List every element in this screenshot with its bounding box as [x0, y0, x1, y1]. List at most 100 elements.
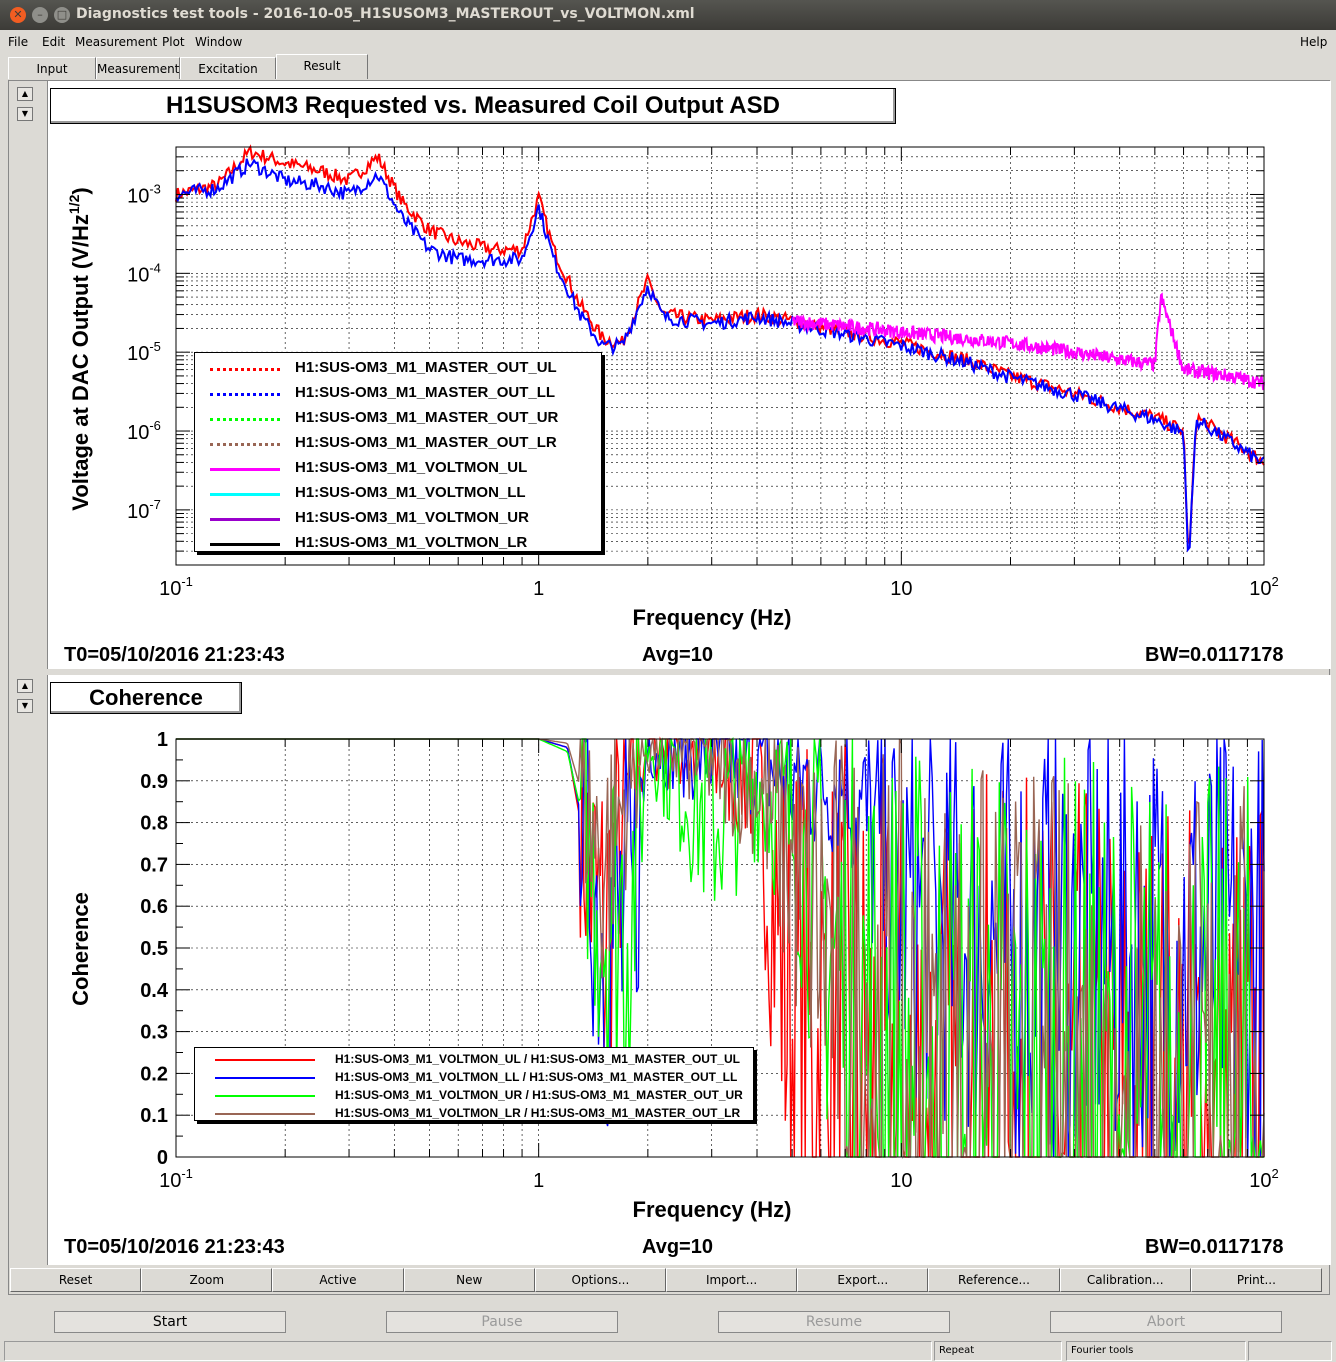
plot1-legend-entry: H1:SUS-OM3_M1_MASTER_OUT_LL: [195, 384, 601, 404]
asd-plot-panel[interactable]: H1SUSOM3 Requested vs. Measured Coil Out…: [47, 81, 1331, 669]
plot2-ylabel: Coherence: [68, 892, 93, 1006]
y-tick-exp: -6: [149, 418, 161, 433]
menu-plot-label: Plot: [162, 35, 185, 49]
toolbar-reference-button[interactable]: Reference...: [928, 1268, 1060, 1292]
plot2-legend: H1:SUS-OM3_M1_VOLTMON_UL / H1:SUS-OM3_M1…: [194, 1047, 754, 1121]
plot2-spin-down[interactable]: ▼: [17, 699, 33, 713]
plot1-t0: T0=05/10/2016 21:23:43: [64, 644, 285, 666]
plot2-spin-up[interactable]: ▲: [17, 679, 33, 693]
x-tick-label: 10: [890, 1170, 912, 1192]
window-titlebar: ✕ – □ Diagnostics test tools - 2016-10-0…: [0, 0, 1336, 30]
y-tick-label: 0.6: [140, 896, 168, 918]
toolbar-zoom-button[interactable]: Zoom: [141, 1268, 273, 1292]
plot2-legend-swatch: [215, 1113, 315, 1115]
plot1-legend-swatch: [210, 468, 280, 471]
abort-button[interactable]: Abort: [1050, 1311, 1282, 1333]
x-tick-label: 10: [890, 578, 912, 600]
plot1-legend-entry: H1:SUS-OM3_M1_VOLTMON_LL: [195, 484, 601, 504]
tab-input[interactable]: Input: [8, 57, 96, 79]
x-tick-base: 1: [533, 1170, 544, 1192]
plot1-legend-label: H1:SUS-OM3_M1_VOLTMON_UR: [295, 509, 529, 526]
x-tick-exp: 2: [1272, 1166, 1279, 1181]
plot1-spin-up[interactable]: ▲: [17, 87, 33, 101]
plot1-ylabel-sup: 1/2: [66, 194, 82, 214]
menu-file[interactable]: File: [8, 35, 28, 49]
plot1-legend-swatch: [210, 443, 280, 446]
pause-button[interactable]: Pause: [386, 1311, 618, 1333]
y-tick-label: 0.4: [140, 980, 169, 1002]
plot2-avg: Avg=10: [642, 1236, 713, 1258]
toolbar-options-button[interactable]: Options...: [534, 1268, 666, 1292]
x-tick-base: 10: [159, 578, 181, 600]
menu-window[interactable]: Window: [195, 35, 242, 49]
plot1-legend-entry: H1:SUS-OM3_M1_MASTER_OUT_UR: [195, 409, 601, 429]
y-tick-label: 10-6: [127, 418, 161, 444]
plot1-spin-down[interactable]: ▼: [17, 107, 33, 121]
y-tick-exp: -4: [149, 260, 161, 275]
tab-result[interactable]: Result: [276, 54, 368, 79]
series-line: [791, 292, 1265, 391]
y-tick-label: 10-5: [127, 339, 161, 365]
toolbar-reset-button[interactable]: Reset: [10, 1268, 142, 1292]
resume-button[interactable]: Resume: [718, 1311, 950, 1333]
menu-help[interactable]: Help: [1300, 35, 1327, 49]
menu-edit[interactable]: Edit: [42, 35, 65, 49]
plot2-legend-label: H1:SUS-OM3_M1_VOLTMON_UR / H1:SUS-OM3_M1…: [335, 1088, 743, 1102]
y-tick-label: 0.7: [140, 854, 168, 876]
plot2-legend-swatch: [215, 1095, 315, 1097]
x-tick-exp: 2: [1272, 574, 1279, 589]
menu-measurement-label: Measurement: [75, 35, 158, 49]
toolbar-import-button[interactable]: Import...: [666, 1268, 798, 1292]
plot1-traces: [175, 144, 1265, 553]
plot2-legend-label: H1:SUS-OM3_M1_VOLTMON_LR / H1:SUS-OM3_M1…: [335, 1106, 741, 1120]
measurement-controls: Start Pause Resume Abort: [0, 1300, 1336, 1340]
toolbar-export-button[interactable]: Export...: [797, 1268, 929, 1292]
plot1-bw: BW=0.0117178: [1145, 644, 1284, 666]
status-fourier: Fourier tools: [1066, 1341, 1246, 1361]
plot2-legend-entry: H1:SUS-OM3_M1_VOLTMON_LR / H1:SUS-OM3_M1…: [195, 1106, 753, 1122]
menu-plot[interactable]: Plot: [162, 35, 185, 49]
minimize-window-button[interactable]: –: [32, 7, 48, 23]
y-tick-exp: -3: [149, 181, 161, 196]
y-tick-label: 0.2: [140, 1063, 168, 1085]
x-tick-label: 102: [1249, 1166, 1278, 1192]
status-repeat: Repeat: [934, 1341, 1062, 1361]
x-tick-label: 1: [533, 1170, 544, 1192]
plot1-legend-label: H1:SUS-OM3_M1_MASTER_OUT_UR: [295, 409, 559, 426]
toolbar-calibration-button[interactable]: Calibration...: [1059, 1268, 1191, 1292]
plot1-ylabel-close: ): [68, 187, 93, 194]
plot2-title: Coherence: [50, 682, 242, 714]
y-tick-label: 0.5: [140, 938, 168, 960]
plot2-legend-entry: H1:SUS-OM3_M1_VOLTMON_UL / H1:SUS-OM3_M1…: [195, 1052, 753, 1068]
x-tick-base: 10: [1249, 578, 1271, 600]
toolbar-print-button[interactable]: Print...: [1190, 1268, 1322, 1292]
y-tick-label: 0.8: [140, 813, 168, 835]
x-tick-label: 10-1: [159, 574, 193, 600]
plot1-ylabel-main: Voltage at DAC Output (V/Hz: [68, 214, 93, 511]
y-tick-base: 10: [127, 422, 149, 444]
close-window-button[interactable]: ✕: [10, 7, 26, 23]
menu-edit-label: Edit: [42, 35, 66, 49]
y-tick-label: 0.3: [140, 1022, 168, 1044]
x-tick-base: 10: [159, 1170, 181, 1192]
toolbar-active-button[interactable]: Active: [272, 1268, 404, 1292]
plot2-legend-entry: H1:SUS-OM3_M1_VOLTMON_LL / H1:SUS-OM3_M1…: [195, 1070, 753, 1086]
menu-measurement[interactable]: Measurement: [75, 35, 157, 49]
plot1-legend-entry: H1:SUS-OM3_M1_MASTER_OUT_LR: [195, 434, 601, 454]
y-tick-exp: -7: [149, 497, 161, 512]
x-tick-label: 1: [533, 578, 544, 600]
maximize-window-button[interactable]: □: [54, 7, 70, 23]
x-tick-base: 1: [533, 578, 544, 600]
toolbar-new-button[interactable]: New: [403, 1268, 535, 1292]
plot1-title: H1SUSOM3 Requested vs. Measured Coil Out…: [50, 88, 896, 124]
plot1-legend-label: H1:SUS-OM3_M1_VOLTMON_UL: [295, 459, 528, 476]
coherence-plot-panel[interactable]: Coherence 10-1 1 10 102 0 0.1 0.2 0.3 0.4 0.5 0.6 0…: [47, 675, 1331, 1265]
tab-measurement[interactable]: Measurement: [96, 57, 180, 79]
tab-excitation[interactable]: Excitation: [180, 57, 276, 79]
x-tick-base: 10: [890, 1170, 912, 1192]
menu-file-label: File: [8, 35, 29, 49]
start-button[interactable]: Start: [54, 1311, 286, 1333]
y-tick-label: 1: [157, 729, 168, 751]
